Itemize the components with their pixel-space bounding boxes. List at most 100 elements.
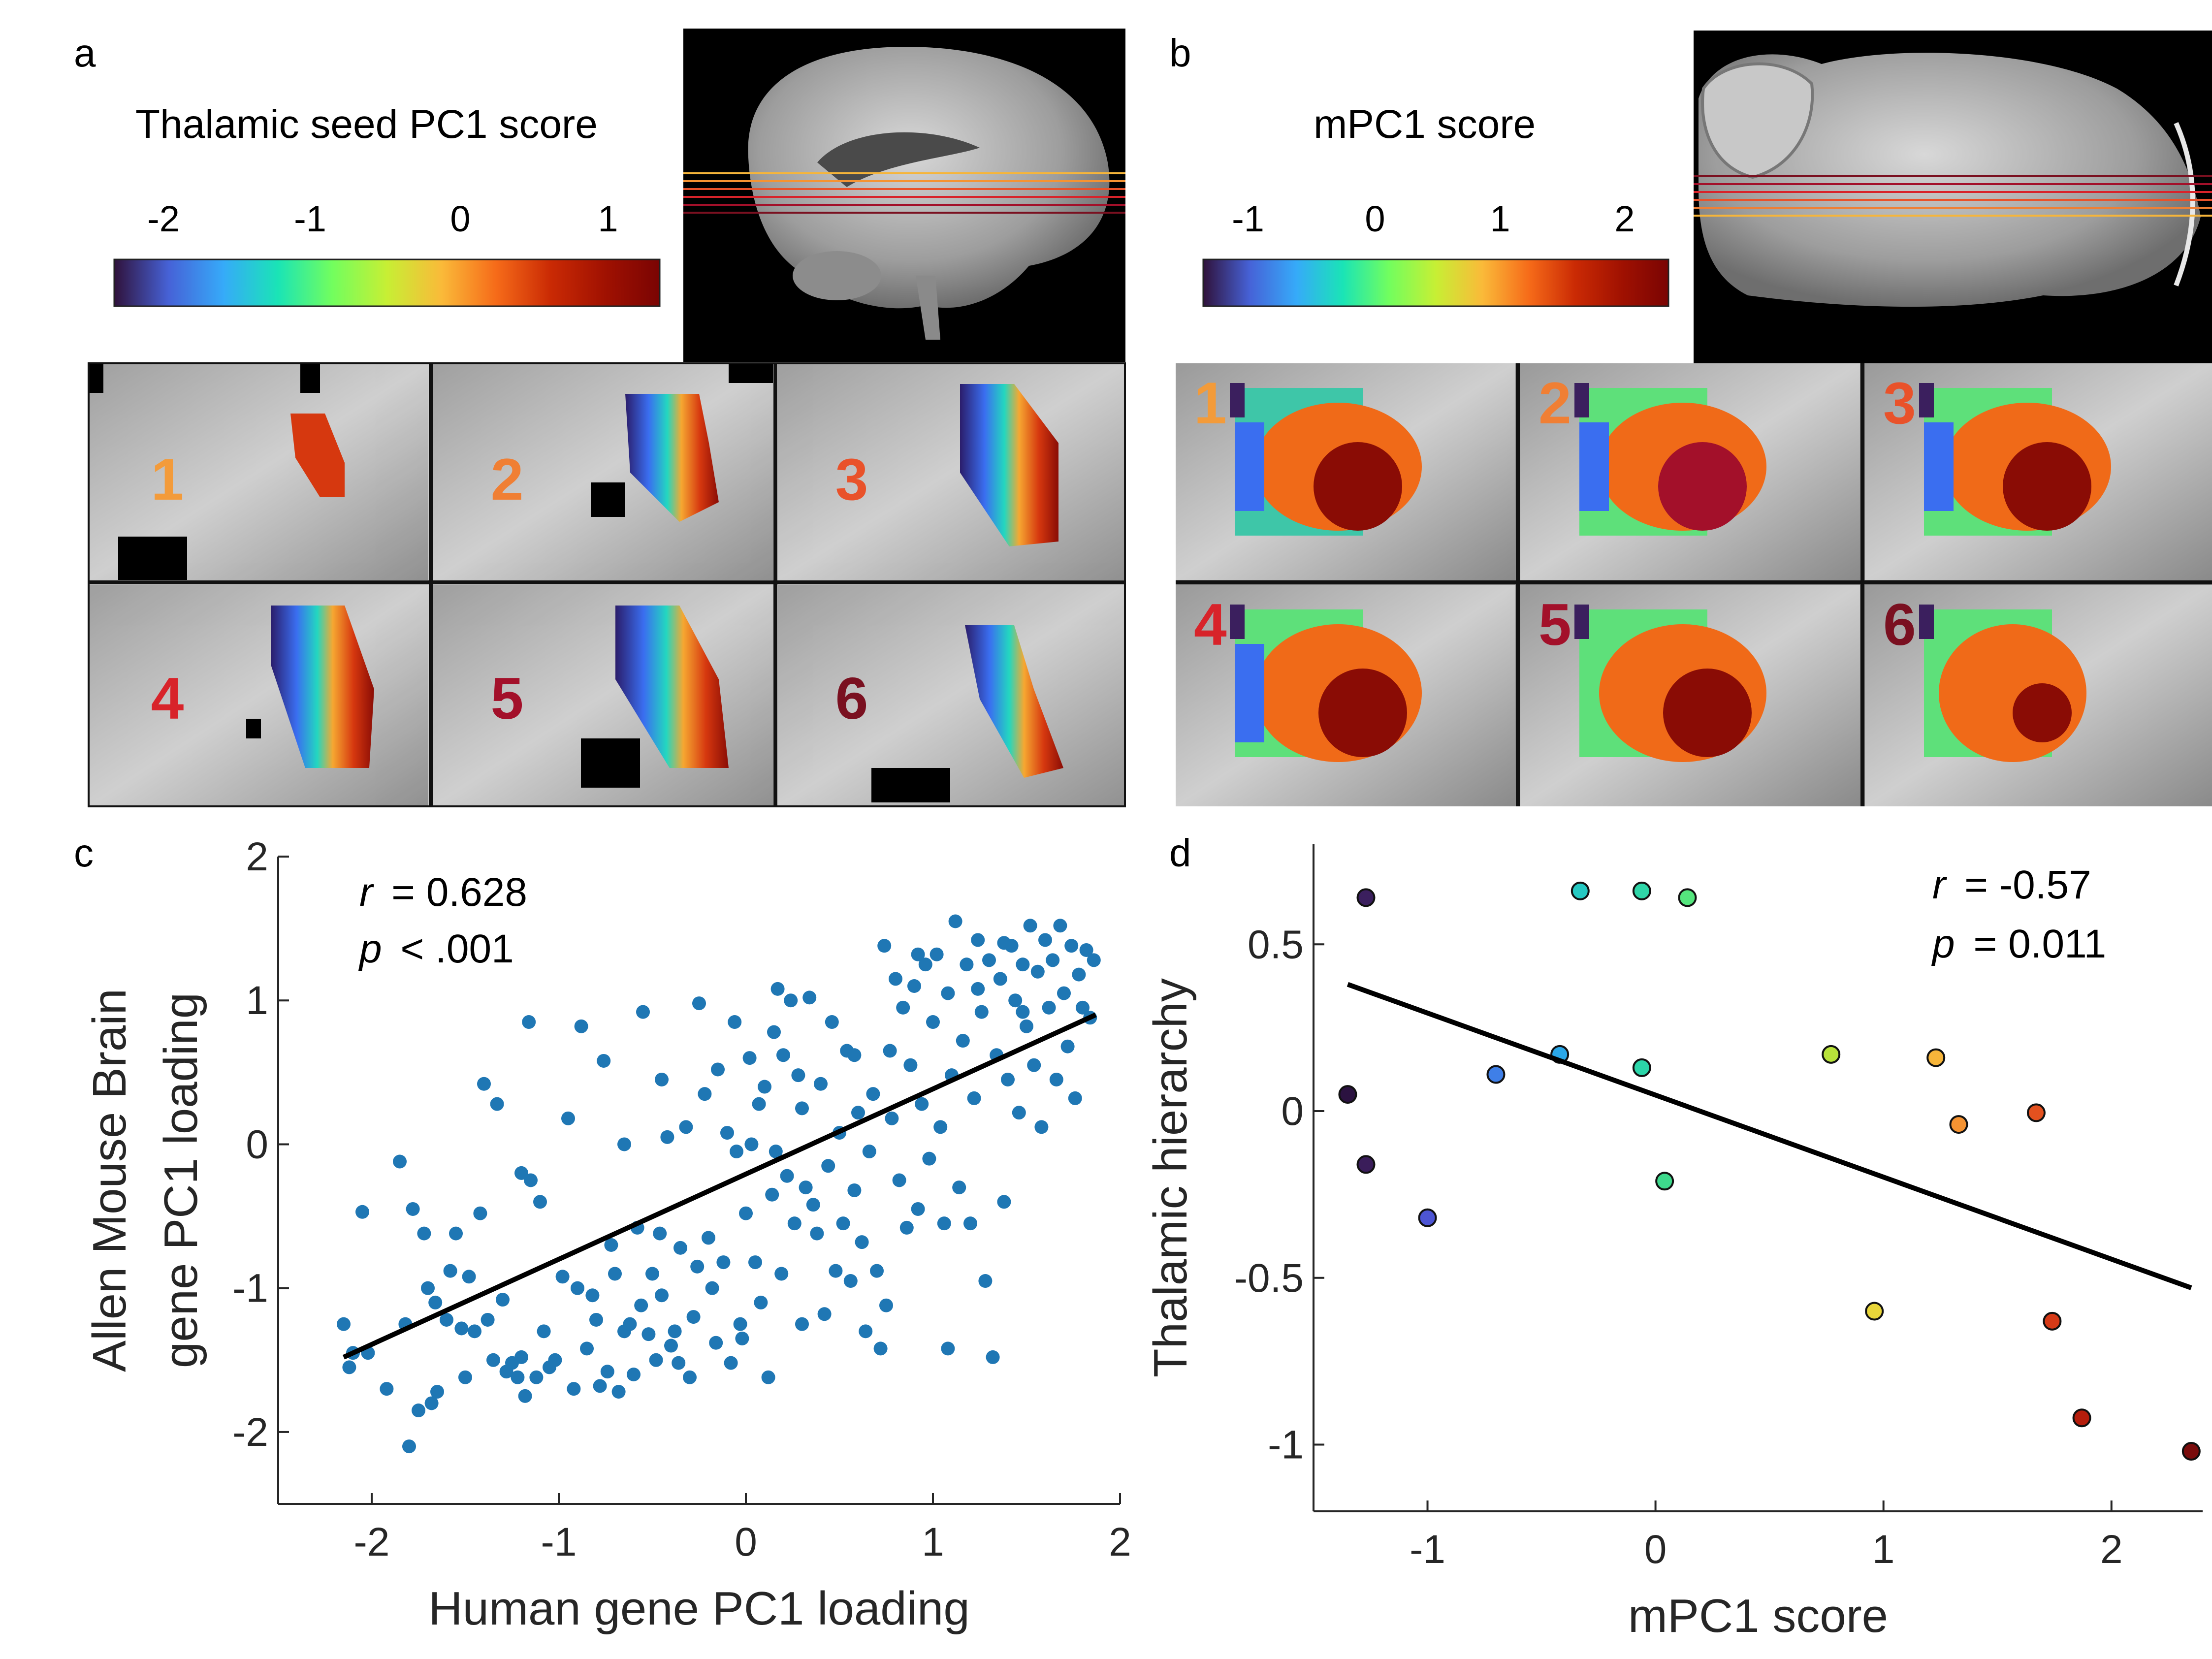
colorbar-tick: 0 [1365, 198, 1385, 239]
data-point [709, 1336, 723, 1350]
data-point [754, 1295, 768, 1309]
x-tick-label: -1 [1410, 1527, 1445, 1572]
data-point [892, 1173, 906, 1187]
data-point [941, 1341, 955, 1356]
data-point [533, 1195, 547, 1209]
data-point [1418, 1208, 1437, 1227]
data-point [1655, 1172, 1674, 1191]
data-point [767, 1025, 781, 1039]
data-point [486, 1353, 500, 1367]
data-point [859, 1324, 873, 1339]
data-point [993, 972, 1007, 986]
data-point [997, 936, 1011, 950]
data-point [1008, 993, 1023, 1008]
panel-a-colorbar-ticks: -2 -1 0 1 [147, 198, 618, 239]
colorbar-tick: 1 [1490, 198, 1510, 239]
y-tick-label: 0 [246, 1122, 268, 1167]
chart-d-plot: -1 0 1 2 -1 -0.5 0 0.5 mPC1 score Thalamic hierar… [1144, 844, 2203, 1642]
data-point [424, 1396, 439, 1410]
data-point [982, 953, 996, 967]
data-point [963, 1216, 977, 1231]
data-point [997, 1195, 1011, 1209]
data-point [967, 1091, 981, 1105]
colorbar-tick: 1 [598, 198, 618, 239]
data-point [458, 1370, 472, 1384]
mouse-sagittal-brain-image [1694, 31, 2212, 364]
data-point [817, 1307, 832, 1321]
data-point [866, 1087, 880, 1101]
r-symbol: r [359, 870, 375, 915]
human-sagittal-brain-image [683, 29, 1125, 362]
slice-number: 1 [151, 447, 184, 512]
x-tick-label: -1 [541, 1520, 577, 1564]
data-point [1486, 1065, 1506, 1084]
data-point [1016, 957, 1030, 972]
data-point [705, 1281, 719, 1295]
x-tick-label: 1 [922, 1520, 944, 1564]
data-point [627, 1368, 641, 1381]
human-axial-slices: 1 2 3 4 5 6 [88, 362, 1126, 807]
data-point [555, 1270, 570, 1284]
data-point [829, 1264, 843, 1278]
data-point [660, 1130, 674, 1144]
data-point [511, 1370, 525, 1384]
data-point [692, 996, 706, 1011]
data-point [653, 1226, 667, 1241]
data-point [885, 1111, 899, 1125]
slice-number: 4 [1194, 592, 1227, 658]
data-point [899, 1220, 914, 1235]
data-point [960, 957, 974, 972]
data-point [1632, 1058, 1651, 1077]
data-point [454, 1321, 469, 1336]
data-point [941, 986, 955, 1000]
data-point [443, 1264, 457, 1278]
data-point [974, 1005, 989, 1019]
panel-a-letter: a [74, 31, 96, 75]
y-tick-label: 2 [246, 834, 268, 879]
data-point [735, 1331, 749, 1345]
data-point [690, 1259, 705, 1274]
data-point [896, 1000, 910, 1015]
data-point [468, 1324, 481, 1339]
data-point [585, 1288, 600, 1303]
data-point [716, 1255, 731, 1270]
data-point [791, 1068, 805, 1083]
data-point [918, 957, 932, 972]
data-point [473, 1206, 487, 1220]
panel-b-colorbar-title: mPC1 score [1314, 102, 1536, 147]
data-point [421, 1281, 435, 1295]
data-point [514, 1350, 528, 1364]
panel-b-letter: b [1169, 31, 1191, 75]
data-point [711, 1062, 725, 1077]
data-point [1068, 1091, 1082, 1105]
data-point [802, 990, 817, 1005]
data-point [952, 1180, 966, 1195]
data-point [1053, 919, 1067, 933]
data-point [814, 1077, 828, 1091]
data-point [752, 1097, 766, 1111]
data-point [883, 1044, 897, 1058]
data-point [537, 1324, 551, 1339]
data-point [1030, 964, 1045, 979]
data-point [847, 1183, 862, 1197]
slice-number: 3 [835, 447, 868, 512]
data-point [683, 1370, 697, 1384]
data-point [529, 1370, 544, 1384]
data-point [412, 1404, 425, 1418]
data-point [514, 1166, 528, 1180]
data-point [574, 1019, 588, 1033]
data-point [623, 1317, 637, 1331]
data-point [1034, 1120, 1049, 1134]
data-point [481, 1312, 495, 1327]
data-point [765, 1187, 779, 1202]
data-point [922, 1151, 936, 1166]
data-point [702, 1231, 715, 1245]
colorbar-tick: 2 [1614, 198, 1635, 239]
y-axis-label: gene PC1 loading [155, 992, 207, 1368]
data-point [673, 1241, 687, 1255]
data-point [889, 972, 902, 986]
data-point [2026, 1103, 2046, 1122]
data-point [664, 1339, 678, 1353]
data-point [698, 1087, 712, 1101]
mouse-thalamus-regions [1230, 383, 2111, 762]
